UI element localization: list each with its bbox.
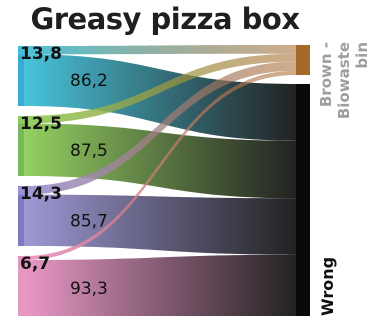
source-4-biowaste-segment [18, 256, 24, 261]
source-2-biowaste-segment [18, 116, 24, 124]
target-biowaste-label-line-1: Brown - [317, 42, 335, 107]
flow-source-2-to-target-2 [24, 123, 296, 199]
source-1-biowaste-segment [18, 46, 24, 55]
flow-source-2-to-target-1 [24, 53, 296, 124]
source-2-biowaste-value: 12,5 [20, 114, 62, 134]
target-wrong-label: Wrong [318, 257, 337, 316]
chart-title: Greasy pizza box [30, 2, 300, 36]
source-1-biowaste-value: 13,8 [20, 44, 62, 64]
source-1-wrong-value: 86,2 [70, 71, 108, 91]
flow-source-3-to-target-1 [24, 61, 296, 195]
target-wrong-node [296, 84, 310, 316]
source-4-wrong-segment [18, 260, 24, 316]
source-3-wrong-value: 85,7 [70, 211, 108, 231]
source-3-biowaste-value: 14,3 [20, 184, 62, 204]
source-3-wrong-segment [18, 194, 24, 246]
source-1-wrong-segment [18, 54, 24, 106]
flow-source-4-to-target-1 [24, 70, 296, 261]
flow-source-4-to-target-2 [24, 254, 296, 316]
link-layer [24, 45, 296, 316]
flow-source-1-to-target-2 [24, 54, 296, 141]
flow-source-1-to-target-1 [24, 45, 296, 55]
source-3-biowaste-segment [18, 186, 24, 195]
source-2-wrong-value: 87,5 [70, 141, 108, 161]
source-4-wrong-value: 93,3 [70, 279, 108, 299]
source-4-biowaste-value: 6,7 [20, 254, 50, 274]
target-biowaste-label-line-2: Biowaste [335, 42, 353, 119]
source-2-wrong-segment [18, 123, 24, 176]
label-layer: 13,8 86,2 12,5 87,5 14,3 85,7 6,7 93,3 Brown - Bi… [20, 42, 371, 316]
target-biowaste-node [296, 45, 310, 75]
flow-source-3-to-target-2 [24, 194, 296, 255]
target-biowaste-label-line-3: bin [353, 42, 371, 69]
node-layer [18, 45, 310, 316]
